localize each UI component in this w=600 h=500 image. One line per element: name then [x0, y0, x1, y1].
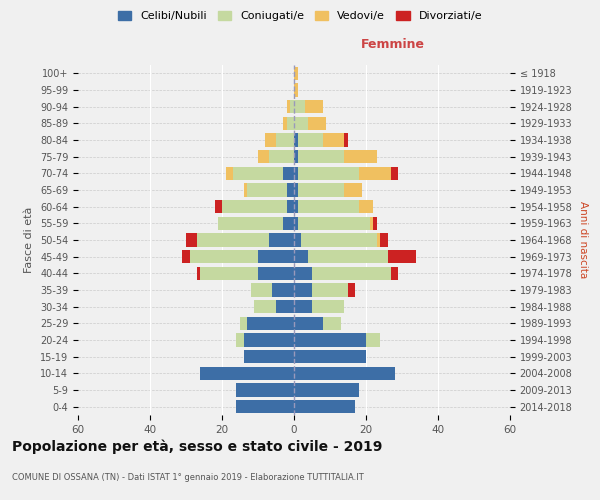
Bar [377, 234, 380, 246]
Bar [294, 350, 366, 364]
Bar [236, 334, 244, 346]
Bar [373, 216, 377, 230]
Bar [218, 216, 283, 230]
Bar [344, 134, 348, 146]
Bar [294, 266, 312, 280]
Bar [294, 300, 312, 314]
Text: Popolazione per età, sesso e stato civile - 2019: Popolazione per età, sesso e stato civil… [12, 440, 382, 454]
Bar [294, 334, 366, 346]
Bar [323, 134, 344, 146]
Bar [294, 150, 298, 164]
Bar [305, 100, 323, 114]
Bar [380, 234, 388, 246]
Bar [272, 284, 294, 296]
Bar [182, 250, 190, 264]
Bar [283, 216, 294, 230]
Bar [283, 166, 294, 180]
Bar [276, 134, 294, 146]
Bar [269, 234, 294, 246]
Bar [370, 216, 373, 230]
Bar [222, 200, 287, 213]
Bar [254, 300, 276, 314]
Bar [298, 150, 344, 164]
Bar [298, 216, 370, 230]
Bar [283, 116, 287, 130]
Bar [344, 150, 377, 164]
Bar [258, 150, 269, 164]
Bar [294, 200, 298, 213]
Bar [294, 366, 395, 380]
Bar [200, 266, 258, 280]
Bar [236, 400, 294, 413]
Bar [244, 350, 294, 364]
Bar [298, 184, 344, 196]
Bar [312, 284, 348, 296]
Text: COMUNE DI OSSANA (TN) - Dati ISTAT 1° gennaio 2019 - Elaborazione TUTTITALIA.IT: COMUNE DI OSSANA (TN) - Dati ISTAT 1° ge… [12, 472, 364, 482]
Bar [197, 266, 200, 280]
Bar [391, 266, 398, 280]
Bar [269, 150, 294, 164]
Legend: Celibi/Nubili, Coniugati/e, Vedovi/e, Divorziati/e: Celibi/Nubili, Coniugati/e, Vedovi/e, Di… [118, 10, 482, 21]
Bar [294, 216, 298, 230]
Bar [298, 166, 359, 180]
Bar [247, 184, 287, 196]
Bar [312, 266, 391, 280]
Bar [294, 66, 298, 80]
Bar [391, 166, 398, 180]
Bar [290, 100, 294, 114]
Bar [359, 166, 391, 180]
Bar [344, 184, 362, 196]
Bar [287, 184, 294, 196]
Bar [258, 266, 294, 280]
Bar [197, 234, 269, 246]
Bar [294, 316, 323, 330]
Bar [265, 134, 276, 146]
Bar [294, 184, 298, 196]
Bar [190, 250, 258, 264]
Bar [215, 200, 222, 213]
Bar [244, 334, 294, 346]
Bar [244, 184, 247, 196]
Bar [388, 250, 416, 264]
Bar [301, 234, 377, 246]
Text: Femmine: Femmine [361, 38, 425, 51]
Bar [294, 100, 305, 114]
Bar [287, 100, 290, 114]
Bar [294, 384, 359, 396]
Y-axis label: Anni di nascita: Anni di nascita [578, 202, 588, 278]
Bar [294, 234, 301, 246]
Bar [236, 384, 294, 396]
Bar [200, 366, 294, 380]
Bar [233, 166, 283, 180]
Bar [294, 84, 298, 96]
Bar [294, 116, 308, 130]
Bar [348, 284, 355, 296]
Bar [276, 300, 294, 314]
Bar [298, 134, 323, 146]
Bar [294, 166, 298, 180]
Bar [287, 200, 294, 213]
Bar [251, 284, 272, 296]
Bar [294, 400, 355, 413]
Bar [258, 250, 294, 264]
Bar [294, 284, 312, 296]
Bar [186, 234, 197, 246]
Bar [298, 200, 359, 213]
Y-axis label: Fasce di età: Fasce di età [25, 207, 34, 273]
Bar [240, 316, 247, 330]
Bar [308, 116, 326, 130]
Bar [312, 300, 344, 314]
Bar [366, 334, 380, 346]
Bar [287, 116, 294, 130]
Bar [226, 166, 233, 180]
Bar [294, 134, 298, 146]
Bar [247, 316, 294, 330]
Bar [308, 250, 388, 264]
Bar [359, 200, 373, 213]
Bar [323, 316, 341, 330]
Bar [294, 250, 308, 264]
